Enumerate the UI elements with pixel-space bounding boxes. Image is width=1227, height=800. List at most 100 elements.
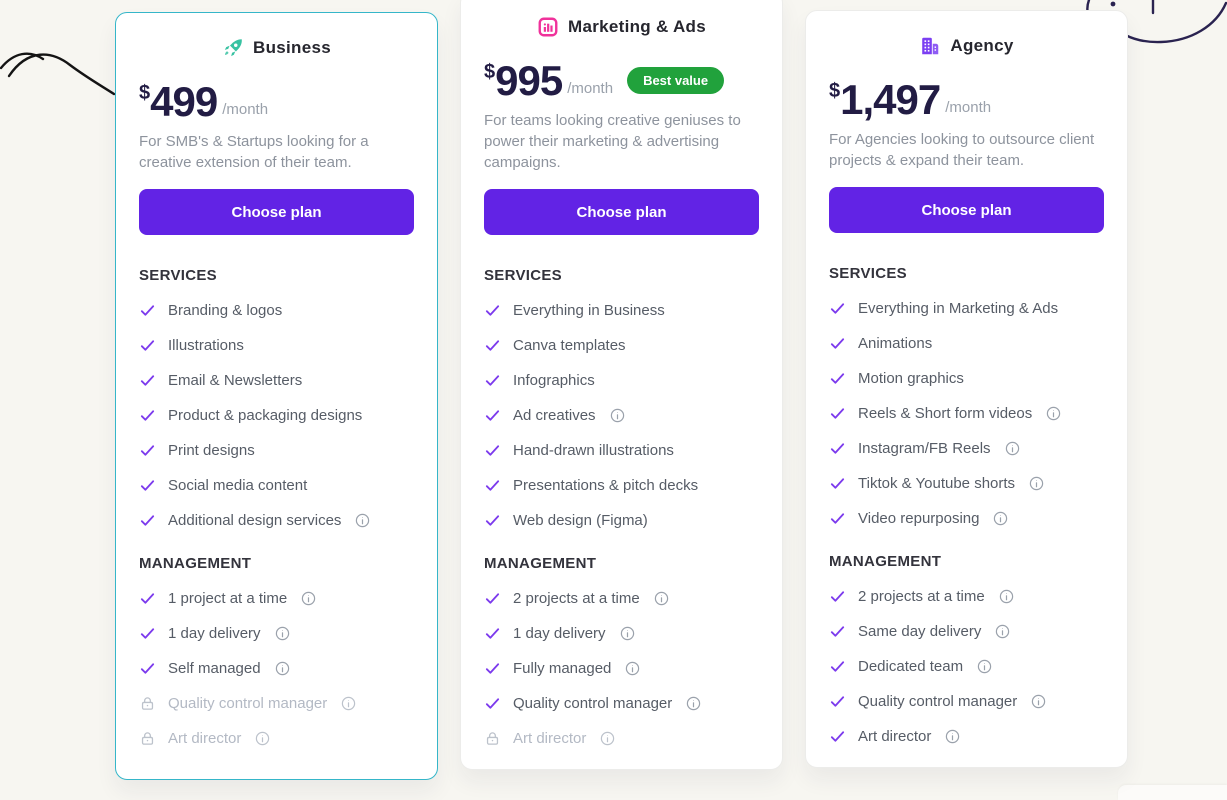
choose-plan-button[interactable]: Choose plan — [139, 189, 414, 235]
check-icon — [139, 660, 156, 677]
feature-label: Dedicated team — [858, 658, 964, 675]
feature-row: Quality control manager — [484, 693, 759, 714]
building-icon — [919, 35, 941, 57]
info-icon[interactable] — [624, 660, 641, 677]
check-icon — [829, 728, 846, 745]
info-icon[interactable] — [354, 512, 371, 529]
feature-label: Ad creatives — [513, 407, 596, 424]
check-icon — [829, 475, 846, 492]
info-icon[interactable] — [998, 588, 1015, 605]
info-icon[interactable] — [994, 623, 1011, 640]
lock-icon — [139, 730, 156, 747]
services-heading: SERVICES — [829, 265, 907, 282]
feature-label: Print designs — [168, 442, 255, 459]
feature-label: Product & packaging designs — [168, 407, 363, 424]
squiggle-doodle — [0, 52, 116, 96]
info-icon[interactable] — [274, 625, 291, 642]
lock-icon — [484, 730, 501, 747]
feature-label: Art director — [858, 728, 932, 745]
feature-label: Illustrations — [168, 337, 244, 354]
services-heading: SERVICES — [139, 267, 217, 284]
feature-row: Infographics — [484, 370, 759, 391]
feature-label: 1 project at a time — [168, 590, 288, 607]
feature-row: Art director — [139, 728, 414, 749]
plan-name: Agency — [950, 36, 1014, 55]
check-icon — [484, 660, 501, 677]
feature-label: Motion graphics — [858, 370, 964, 387]
services-heading: SERVICES — [484, 267, 562, 284]
feature-label: Fully managed — [513, 660, 612, 677]
best-value-badge: Best value — [627, 66, 725, 94]
info-icon[interactable] — [340, 695, 357, 712]
plan-card-marketing: Marketing & Ads $ 995 /month Best value … — [460, 0, 783, 770]
feature-row: Tiktok & Youtube shorts — [829, 473, 1104, 494]
check-icon — [829, 440, 846, 457]
info-icon[interactable] — [653, 590, 670, 607]
plan-header: Business — [139, 37, 414, 59]
feature-label: Web design (Figma) — [513, 512, 648, 529]
info-icon[interactable] — [619, 625, 636, 642]
check-icon — [484, 442, 501, 459]
feature-row: 2 projects at a time — [829, 586, 1104, 607]
management-list: 2 projects at a time 1 day delivery Fully … — [484, 588, 759, 749]
info-icon[interactable] — [1045, 405, 1062, 422]
check-icon — [139, 407, 156, 424]
feature-row: Print designs — [139, 440, 414, 461]
services-list: Everything in Marketing & Ads Animations M… — [829, 298, 1104, 529]
price-row: $ 995 /month Best value — [484, 58, 759, 106]
feature-row: Branding & logos — [139, 300, 414, 321]
feature-label: Art director — [513, 730, 587, 747]
feature-row: 1 day delivery — [139, 623, 414, 644]
feature-row: Self managed — [139, 658, 414, 679]
info-icon[interactable] — [599, 730, 616, 747]
management-list: 1 project at a time 1 day delivery Self ma… — [139, 588, 414, 749]
feature-row: Quality control manager — [829, 691, 1104, 712]
info-icon[interactable] — [1030, 693, 1047, 710]
pricing-cards: Business $ 499 /month For SMB's & Startu… — [115, 0, 1128, 780]
feature-row: Reels & Short form videos — [829, 403, 1104, 424]
check-icon — [139, 590, 156, 607]
feature-row: Instagram/FB Reels — [829, 438, 1104, 459]
feature-label: 2 projects at a time — [858, 588, 985, 605]
feature-label: Infographics — [513, 372, 595, 389]
feature-row: Canva templates — [484, 335, 759, 356]
feature-row: Same day delivery — [829, 621, 1104, 642]
info-icon[interactable] — [685, 695, 702, 712]
choose-plan-button[interactable]: Choose plan — [484, 189, 759, 235]
feature-row: Additional design services — [139, 510, 414, 531]
feature-row: Quality control manager — [139, 693, 414, 714]
feature-label: Everything in Business — [513, 302, 665, 319]
check-icon — [829, 623, 846, 640]
check-icon — [484, 337, 501, 354]
feature-label: Quality control manager — [858, 693, 1018, 710]
plan-header: Marketing & Ads — [484, 16, 759, 38]
info-icon[interactable] — [944, 728, 961, 745]
feature-row: Dedicated team — [829, 656, 1104, 677]
feature-label: Branding & logos — [168, 302, 283, 319]
feature-label: Instagram/FB Reels — [858, 440, 991, 457]
info-icon[interactable] — [976, 658, 993, 675]
info-icon[interactable] — [254, 730, 271, 747]
check-icon — [484, 302, 501, 319]
currency-symbol: $ — [829, 80, 841, 102]
check-icon — [484, 372, 501, 389]
price-period: /month — [222, 101, 269, 118]
info-icon[interactable] — [1028, 475, 1045, 492]
feature-label: Video repurposing — [858, 510, 980, 527]
price-period: /month — [945, 99, 992, 116]
feature-row: 1 project at a time — [139, 588, 414, 609]
feature-label: Quality control manager — [168, 695, 328, 712]
info-icon[interactable] — [992, 510, 1009, 527]
services-list: Branding & logos Illustrations Email & New… — [139, 300, 414, 531]
info-icon[interactable] — [274, 660, 291, 677]
info-icon[interactable] — [1004, 440, 1021, 457]
currency-symbol: $ — [484, 61, 496, 83]
price-amount: 499 — [150, 78, 218, 125]
info-icon[interactable] — [609, 407, 626, 424]
check-icon — [139, 372, 156, 389]
choose-plan-button[interactable]: Choose plan — [829, 187, 1104, 233]
feature-label: Hand-drawn illustrations — [513, 442, 674, 459]
info-icon[interactable] — [300, 590, 317, 607]
check-icon — [829, 300, 846, 317]
feature-label: Self managed — [168, 660, 261, 677]
